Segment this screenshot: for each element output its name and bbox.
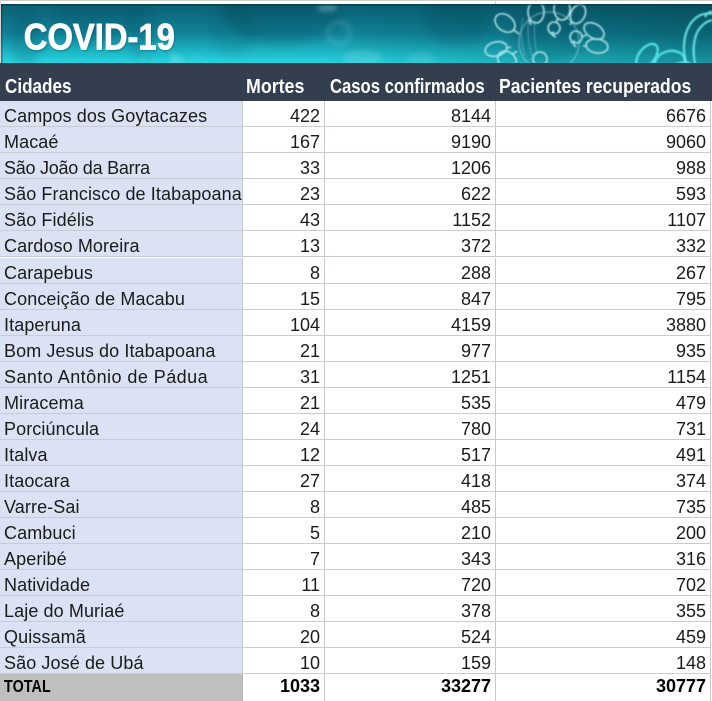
svg-text:COVID-19: COVID-19	[24, 16, 175, 57]
svg-text:COVID-19: COVID-19	[25, 18, 176, 59]
